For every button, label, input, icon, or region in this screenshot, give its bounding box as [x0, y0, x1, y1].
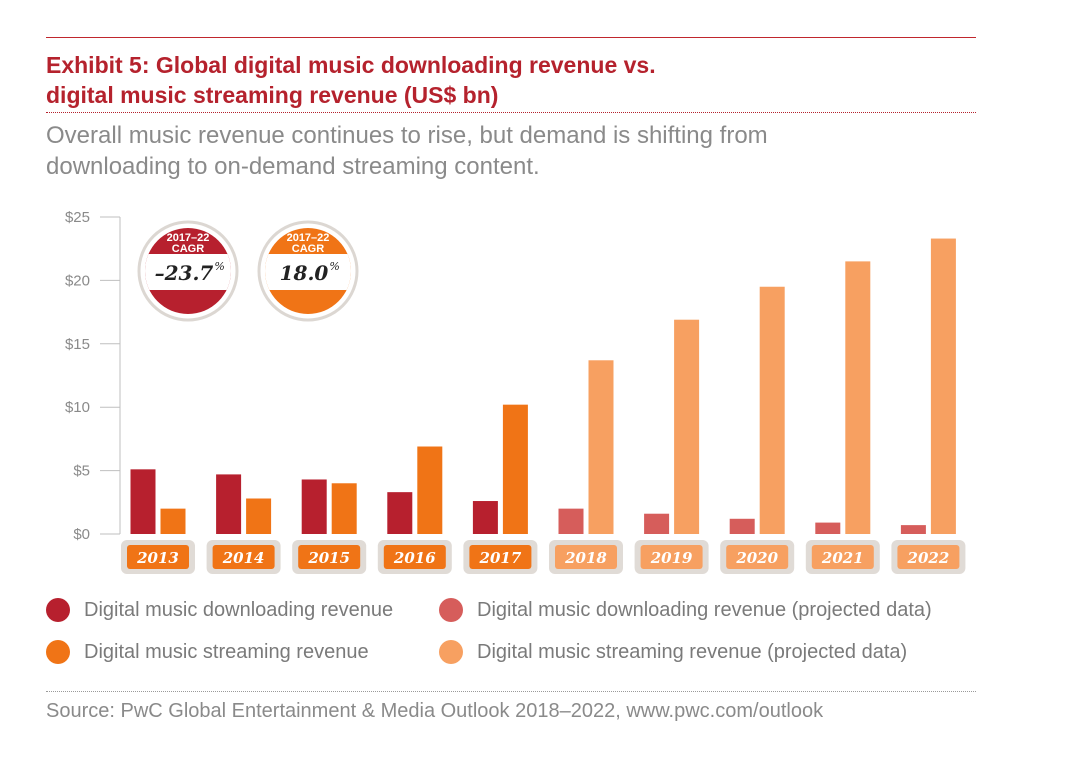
chart-title-line-1: Exhibit 5: Global digital music download…	[46, 52, 656, 78]
top-rule	[46, 37, 976, 38]
chart-subtitle-line-2: downloading to on-demand streaming conte…	[46, 153, 540, 180]
x-tick-label: 2014	[222, 549, 265, 567]
year-label-box	[212, 545, 275, 569]
year-label-box	[811, 545, 874, 569]
bar-stream	[588, 360, 614, 534]
cagr-badge-percent: %	[329, 260, 339, 273]
source-note: Source: PwC Global Entertainment & Media…	[46, 700, 824, 722]
legend-item-stream: Digital music streaming revenue	[46, 640, 369, 664]
bar-download	[900, 525, 926, 534]
legend-swatch-stream-projected	[439, 640, 463, 664]
cagr-badge-band	[145, 254, 231, 290]
bar-download	[130, 469, 156, 534]
bar-download	[216, 474, 242, 534]
cagr-badge-period: 2017–22	[287, 232, 330, 244]
legend-label-stream: Digital music streaming revenue	[84, 640, 369, 663]
bar-download	[644, 513, 670, 534]
year-label-box	[897, 545, 960, 569]
bar-download	[729, 518, 755, 534]
bar-download	[558, 508, 584, 534]
x-tick-label: 2017	[479, 549, 522, 567]
bar-stream	[331, 483, 357, 534]
year-label-box	[555, 545, 617, 569]
x-tick-label: 2016	[393, 549, 436, 567]
year-label-box	[127, 545, 189, 569]
title-divider	[46, 112, 976, 113]
bar-stream	[246, 498, 272, 534]
x-tick-label: 2020	[735, 549, 778, 567]
x-tick-label: 2018	[564, 549, 607, 567]
cagr-badge-band	[265, 254, 351, 290]
year-label-box	[726, 545, 789, 569]
x-tick-label: 2013	[136, 549, 179, 567]
cagr-badge-value: –23.7	[155, 261, 214, 285]
legend-swatch-download	[46, 598, 70, 622]
y-tick-label: $25	[65, 209, 90, 226]
y-tick-label: $20	[65, 272, 90, 289]
x-tick-label: 2022	[907, 549, 950, 567]
cagr-badge-label: CAGR	[172, 243, 204, 255]
bar-chart: $0 $5 $10 $15 $20 $25 2013 2014 2015 2016 2017 2018…	[65, 209, 966, 574]
y-tick-label: $10	[65, 399, 90, 416]
x-tick-label: 2021	[821, 549, 864, 567]
year-label-box	[383, 545, 446, 569]
bar-stream	[845, 261, 871, 534]
source-divider	[46, 691, 976, 692]
bar-stream	[759, 286, 785, 534]
chart-title-line-2: digital music streaming revenue (US$ bn)	[46, 82, 499, 108]
legend-label-download-projected: Digital music downloading revenue (proje…	[477, 598, 932, 621]
legend-swatch-download-projected	[439, 598, 463, 622]
bar-download	[387, 492, 413, 534]
bar-stream	[930, 238, 956, 534]
bar-stream	[160, 508, 186, 534]
chart-subtitle: Overall music revenue continues to rise,…	[46, 120, 976, 182]
bar-stream	[417, 446, 443, 534]
y-tick-label: $15	[65, 336, 90, 353]
chart-subtitle-line-1: Overall music revenue continues to rise,…	[46, 122, 768, 149]
x-tick-label: 2019	[650, 549, 693, 567]
bar-download	[815, 522, 841, 534]
bar-stream	[502, 404, 528, 534]
bar-stream	[674, 319, 700, 534]
chart-title: Exhibit 5: Global digital music download…	[46, 50, 976, 110]
x-tick-label: 2015	[307, 549, 350, 567]
legend-item-download-projected: Digital music downloading revenue (proje…	[439, 598, 932, 622]
legend-item-stream-projected: Digital music streaming revenue (project…	[439, 640, 907, 664]
cagr-badge-label: CAGR	[292, 243, 324, 255]
bar-download	[472, 501, 498, 534]
year-label-box	[640, 545, 703, 569]
bar-download	[301, 479, 327, 534]
legend-label-download: Digital music downloading revenue	[84, 598, 394, 621]
cagr-badge-percent: %	[214, 260, 224, 273]
year-label-box	[469, 545, 532, 569]
y-tick-label: $5	[73, 463, 90, 480]
legend-label-stream-projected: Digital music streaming revenue (project…	[477, 640, 908, 663]
cagr-badge-value: 18.0	[280, 261, 329, 285]
legend-item-download: Digital music downloading revenue	[46, 598, 393, 622]
cagr-badge-period: 2017–22	[167, 232, 210, 244]
legend-swatch-stream	[46, 640, 70, 664]
y-tick-label: $0	[73, 526, 90, 543]
year-label-box	[298, 545, 361, 569]
